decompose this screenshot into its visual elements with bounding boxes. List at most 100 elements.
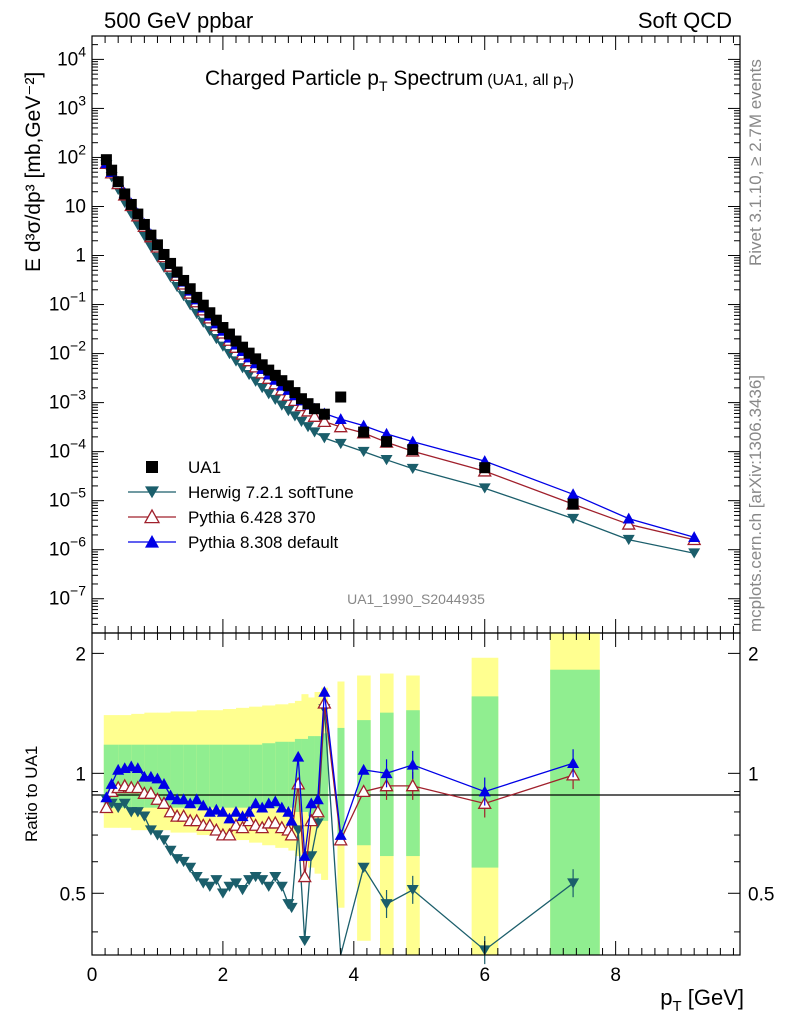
- herwig-series-point: [308, 427, 321, 438]
- herwig-ratio-point: [171, 854, 184, 865]
- y-tick-label: 102: [57, 141, 86, 168]
- y-tick-label: 104: [57, 43, 86, 70]
- herwig-series-point: [622, 534, 635, 546]
- herwig-ratio-point: [138, 811, 151, 822]
- herwig-series-point: [478, 483, 491, 494]
- ratio-band-inner: [321, 733, 329, 821]
- header-left: 500 GeV ppbar: [104, 8, 253, 33]
- herwig-ratio-point: [197, 878, 210, 889]
- pythia6-ratio-point: [284, 827, 299, 841]
- ratio-band-inner: [357, 720, 371, 846]
- herwig-ratio-point: [305, 851, 318, 862]
- analysis-id: UA1_1990_S2044935: [347, 591, 485, 607]
- herwig-ratio-point: [275, 881, 288, 892]
- pythia6-ratio-point: [222, 827, 237, 841]
- x-tick-label: 6: [479, 965, 490, 986]
- ua1-series-point: [191, 291, 203, 303]
- ua1-series-point: [407, 444, 419, 456]
- ua1-series-point: [158, 248, 170, 260]
- herwig-series-point: [357, 446, 370, 458]
- pythia8-series-point: [380, 427, 393, 439]
- pythia8-ratio-point: [164, 789, 177, 801]
- pythia8-ratio-point: [298, 850, 311, 861]
- ratio-tick-label: 1: [75, 764, 86, 785]
- ua1-series-point: [479, 462, 491, 474]
- ua1-series-point: [256, 359, 268, 371]
- herwig-ratio-point: [567, 878, 580, 889]
- herwig-ratio-point: [230, 878, 242, 889]
- pythia8-ratio-point: [292, 750, 305, 762]
- pythia8-ratio-point: [305, 797, 318, 809]
- ratio-band-inner: [288, 741, 296, 808]
- herwig-ratio-point: [177, 856, 190, 868]
- ratio-band-inner: [183, 744, 198, 808]
- ua1-series-point: [237, 341, 249, 353]
- y-tick-label: 10−1: [49, 289, 86, 316]
- pythia6-ratio-point: [163, 804, 178, 818]
- ua1-series-point: [243, 347, 255, 359]
- legend-label: Pythia 8.308 default: [188, 533, 339, 552]
- pythia8-ratio-point: [131, 762, 144, 774]
- ratio-band-inner: [301, 738, 309, 812]
- pythia8-ratio-point: [249, 797, 262, 809]
- herwig-series-point: [688, 548, 701, 559]
- ua1-series-point: [282, 380, 294, 392]
- ratio-tick-label: 2: [75, 644, 86, 665]
- pythia8-ratio-point: [406, 758, 419, 770]
- ua1-series-point: [567, 498, 579, 510]
- pythia8-ratio-point: [334, 829, 347, 840]
- pythia8-series-line: [105, 162, 695, 538]
- ua1-series-point: [250, 353, 262, 365]
- herwig-series-point: [380, 455, 393, 466]
- ratio-tick-label-right: 1: [748, 764, 759, 785]
- y-tick-label: 10: [65, 196, 86, 217]
- ua1-series-point: [276, 375, 288, 387]
- ua1-series-point: [358, 426, 370, 438]
- y-axis-label: E d³σ/dp³ [mb,GeV⁻²]: [22, 72, 45, 272]
- pythia6-ratio-point: [176, 808, 191, 822]
- ua1-series-point: [309, 403, 321, 415]
- herwig-ratio-point: [184, 862, 197, 873]
- ua1-series-point: [263, 364, 275, 376]
- herwig-ratio-point: [216, 888, 229, 899]
- pythia8-ratio-point: [318, 685, 331, 697]
- pythia8-ratio-point: [282, 805, 295, 817]
- ua1-series-point: [138, 218, 150, 230]
- x-axis-label: pT [GeV]: [660, 985, 744, 1015]
- herwig-ratio-point: [164, 845, 177, 856]
- herwig-series-point: [282, 406, 295, 417]
- herwig-ratio-point: [158, 835, 170, 846]
- herwig-ratio-point: [151, 830, 164, 841]
- legend-marker: [145, 486, 159, 499]
- ua1-series-point: [269, 369, 281, 381]
- y-tick-label: 103: [57, 92, 86, 119]
- herwig-series-point: [406, 463, 419, 475]
- pythia6-series-point: [621, 516, 636, 530]
- pythia8-ratio-point: [151, 772, 164, 784]
- pythia6-ratio-point: [156, 796, 172, 809]
- ua1-series-point: [125, 198, 137, 210]
- legend: UA1 Herwig 7.2.1 softTune Pythia 6.428 370…: [128, 458, 354, 552]
- ratio-tick-label-right: 0.5: [748, 884, 774, 905]
- pythia8-ratio-point: [243, 805, 256, 817]
- herwig-ratio-point: [256, 875, 269, 886]
- herwig-ratio-point: [380, 899, 393, 910]
- herwig-series-point: [275, 400, 288, 411]
- ua1-series-point: [335, 391, 347, 403]
- y-tick-label: 10−5: [49, 485, 86, 512]
- legend-marker: [145, 535, 159, 548]
- legend-label: UA1: [188, 458, 221, 477]
- pythia8-ratio-point: [177, 793, 190, 805]
- ua1-series-point: [210, 314, 222, 326]
- pythia8-ratio-point: [275, 801, 288, 813]
- x-tick-label: 0: [87, 965, 98, 986]
- ua1-series-point: [132, 208, 144, 220]
- pythia6-ratio-point: [143, 786, 159, 799]
- ua1-series-point: [381, 436, 393, 448]
- ua1-series-point: [100, 154, 112, 166]
- ratio-band-inner: [308, 736, 316, 817]
- pythia8-ratio-point: [567, 757, 580, 769]
- ua1-series-point: [204, 307, 216, 319]
- herwig-ratio-point: [144, 825, 157, 836]
- herwig-series-point: [318, 433, 331, 444]
